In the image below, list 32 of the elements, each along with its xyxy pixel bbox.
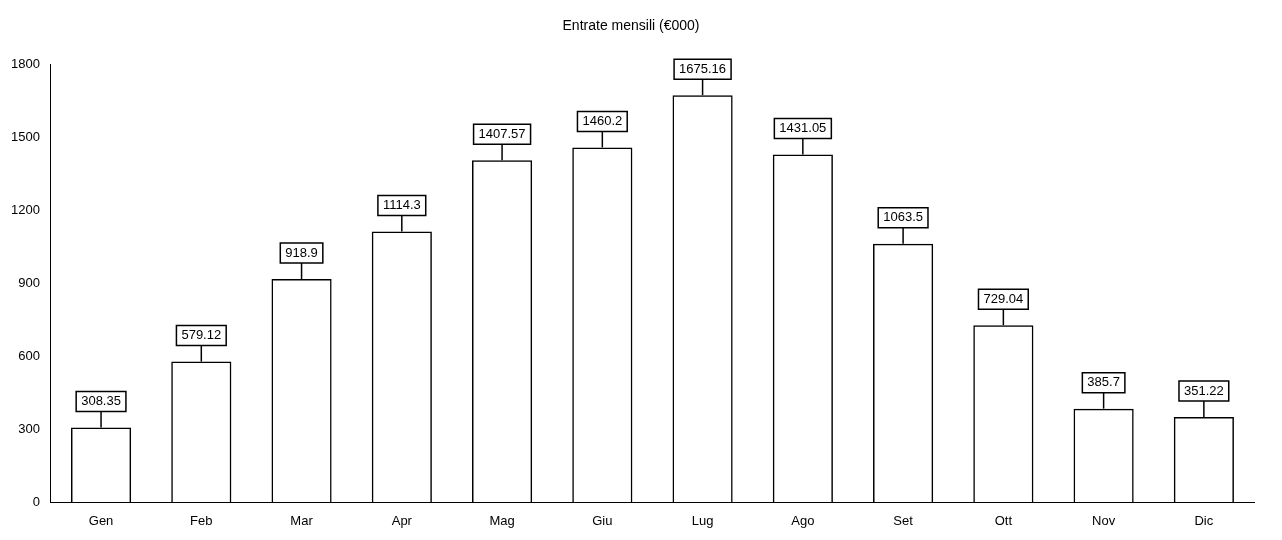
data-label: 1063.5 [883, 209, 923, 225]
data-label: 579.12 [181, 327, 222, 343]
data-label: 1407.57 [478, 125, 526, 141]
y-tick-label: 600 [18, 348, 40, 364]
data-label: 351.22 [1183, 382, 1224, 398]
x-tick-label: Giu [592, 512, 613, 528]
y-tick-label: 0 [32, 493, 40, 509]
x-tick-label: Dic [1194, 512, 1214, 528]
x-tick-label: Feb [190, 512, 213, 528]
data-label: 385.7 [1087, 374, 1120, 390]
chart-title: Entrate mensili (€000) [562, 17, 700, 34]
x-tick-label: Mag [489, 512, 515, 528]
y-tick-label: 900 [18, 275, 40, 291]
x-tick-label: Apr [391, 512, 413, 528]
x-tick-label: Nov [1092, 512, 1116, 528]
x-tick-label: Ott [994, 512, 1013, 528]
y-tick-label: 1800 [11, 56, 40, 72]
x-tick-label: Set [893, 512, 914, 528]
x-tick-label: Mar [290, 512, 314, 528]
data-label: 308.35 [81, 393, 121, 409]
data-label: 729.04 [983, 290, 1024, 306]
data-label: 1431.05 [779, 120, 827, 136]
y-tick-label: 1200 [11, 202, 40, 218]
x-tick-label: Gen [88, 512, 114, 528]
data-label: 1675.16 [679, 60, 727, 76]
data-label: 1460.2 [582, 112, 623, 128]
data-label: 1114.3 [382, 197, 421, 213]
x-tick-label: Lug [691, 512, 714, 528]
y-tick-label: 1500 [11, 129, 40, 145]
x-tick-label: Ago [791, 512, 815, 528]
data-label: 918.9 [285, 244, 318, 260]
y-tick-label: 300 [18, 421, 40, 437]
